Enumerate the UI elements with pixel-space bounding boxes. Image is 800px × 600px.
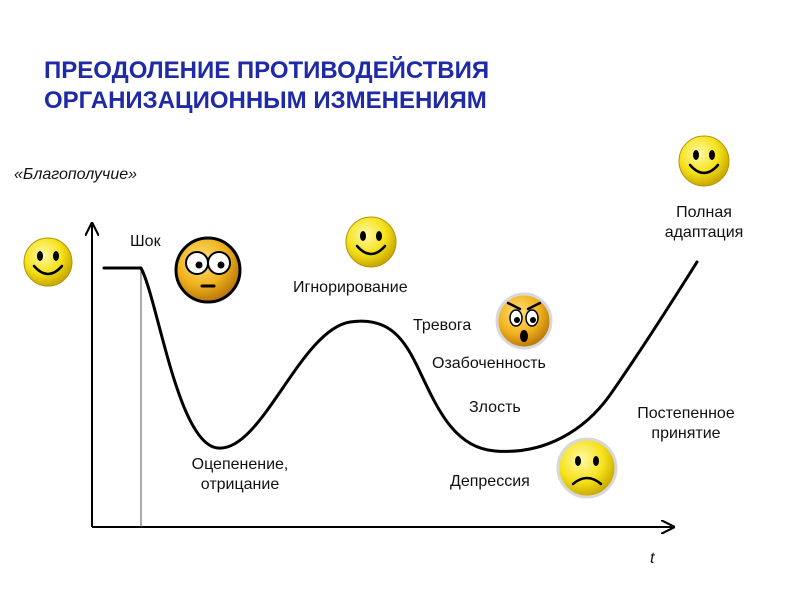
y-axis-label: «Благополучие» — [14, 166, 138, 183]
happy-face-icon — [678, 135, 730, 187]
stage-label-ignoring: Игнорирование — [293, 279, 408, 296]
stage-label-numbness-line-1: Оцепенение, — [191, 456, 289, 473]
x-axis-label: t — [650, 550, 655, 567]
happy-face-icon — [345, 216, 397, 268]
stage-label-adaptation-line-1: Полная — [676, 204, 732, 221]
sad-face-icon — [556, 437, 618, 499]
page-title: ПРЕОДОЛЕНИЕ ПРОТИВОДЕЙСТВИЯ ОРГАНИЗАЦИОН… — [44, 56, 744, 116]
stage-label-acceptance: Постепенное принятие — [616, 404, 756, 444]
stage-label-anxiety: Тревога — [413, 317, 472, 334]
worried-face-icon — [495, 292, 553, 350]
stage-label-worry: Озабоченность — [432, 355, 546, 372]
stage-label-adaptation: Полная адаптация — [644, 203, 764, 243]
stage-label-depression: Депрессия — [450, 473, 530, 490]
stage-label-anger: Злость — [469, 399, 521, 416]
stage-label-numbness: Оцепенение, отрицание — [170, 455, 310, 495]
stage-label-acceptance-line-2: принятие — [651, 425, 721, 442]
shocked-face-icon — [174, 236, 242, 304]
stage-label-shock: Шок — [130, 233, 161, 250]
wellbeing-curve — [102, 260, 699, 453]
title-line-2: ОРГАНИЗАЦИОННЫМ ИЗМЕНЕНИЯМ — [44, 87, 487, 114]
happy-face-icon — [23, 237, 73, 287]
stage-label-numbness-line-2: отрицание — [200, 476, 280, 493]
title-line-1: ПРЕОДОЛЕНИЕ ПРОТИВОДЕЙСТВИЯ — [44, 57, 490, 84]
stage-label-adaptation-line-2: адаптация — [664, 224, 744, 241]
stage-label-acceptance-line-1: Постепенное — [637, 405, 735, 422]
